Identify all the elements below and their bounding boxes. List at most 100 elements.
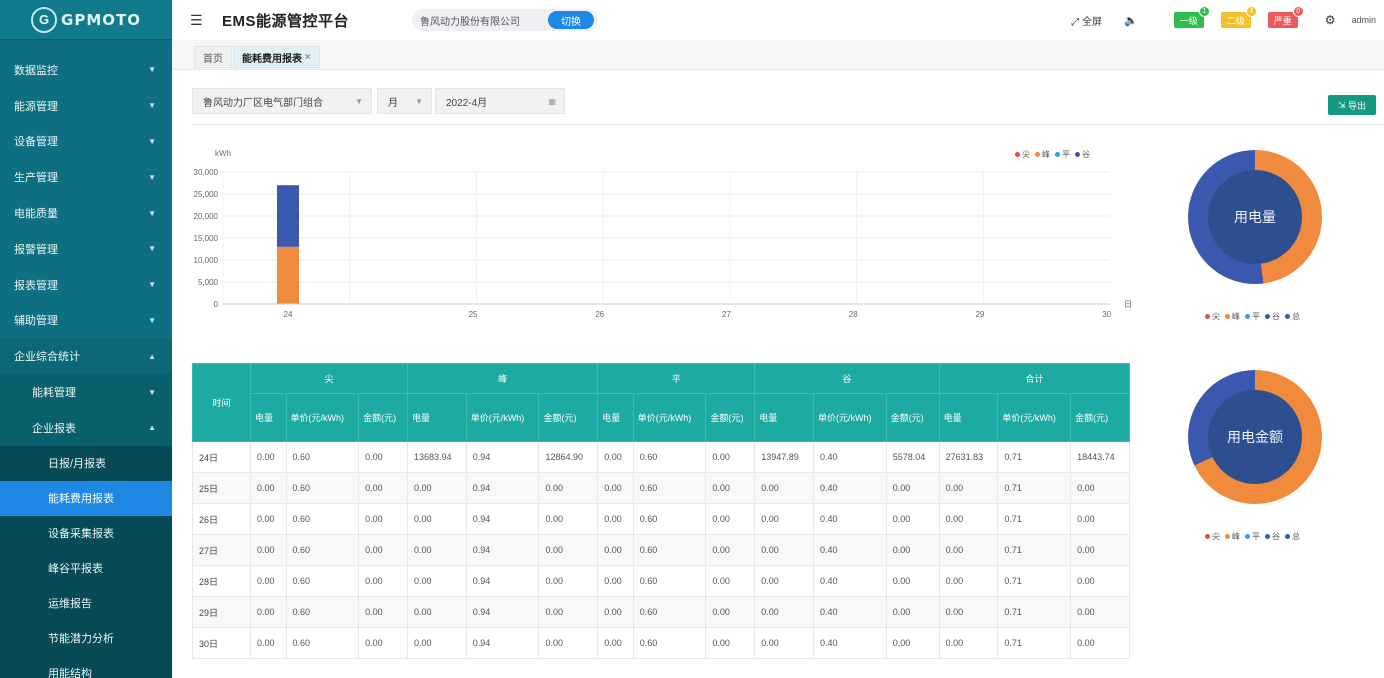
close-icon[interactable]: × <box>304 51 311 63</box>
bar-segment[interactable] <box>277 185 299 247</box>
table-cell: 0.60 <box>632 472 707 504</box>
sidebar-item[interactable]: 辅助管理 ▼ <box>14 315 156 328</box>
table-cell: 0.71 <box>997 565 1072 597</box>
table-cell: 0.00 <box>358 503 408 535</box>
speaker-icon[interactable]: 🔈 <box>1124 14 1138 27</box>
sidebar-subitem[interactable]: 企业报表 ▲ <box>32 422 156 435</box>
chevron-icon: ▼ <box>148 244 156 254</box>
table-cell: 0.00 <box>938 503 999 535</box>
row-date-cell: 29日 <box>192 596 251 628</box>
user-name[interactable]: admin <box>1351 15 1376 25</box>
switch-button[interactable]: 切换 <box>548 11 594 29</box>
sub-header: 金额(元) <box>1070 393 1130 442</box>
sidebar-item[interactable]: 生产管理 ▼ <box>14 172 156 185</box>
logo[interactable]: G GPMOTO <box>0 0 172 40</box>
legend-label: 尖 <box>1022 150 1030 159</box>
sub-header: 金额(元) <box>705 393 756 442</box>
table-cell: 0.00 <box>705 534 756 566</box>
date-picker[interactable]: 2022-4月 ▦ <box>435 88 565 114</box>
sidebar-item[interactable]: 企业综合统计 ▲ <box>0 338 172 375</box>
table-row: 30日 0.00 0.60 0.00 0.00 0.94 0.00 0.00 0.60 0.00 0… <box>192 627 1130 659</box>
legend-dot <box>1225 534 1230 539</box>
company-switcher[interactable]: 鲁风动力股份有限公司 切换 <box>412 9 598 31</box>
table-cell: 0.00 <box>597 441 634 473</box>
table-cell: 0.40 <box>813 627 887 659</box>
alarm-level2-button[interactable]: 二级 4 <box>1220 6 1257 28</box>
table-cell: 0.00 <box>250 441 287 473</box>
sidebar-item[interactable]: 能源管理 ▼ <box>14 100 156 113</box>
table-cell: 0.40 <box>813 596 887 628</box>
y-axis-unit: kWh <box>215 149 231 158</box>
table-cell: 0.00 <box>407 534 467 566</box>
table-cell: 0.00 <box>407 565 467 597</box>
group-header: 峰 <box>406 363 599 394</box>
tab-energy-cost-report-label: 能耗费用报表 <box>242 53 302 65</box>
table-cell: 0.00 <box>358 441 408 473</box>
settings-icon[interactable]: ⚙ <box>1324 13 1336 27</box>
table-cell: 0.00 <box>597 472 634 504</box>
y-tick-label: 25,000 <box>194 190 219 199</box>
report-table: 时间尖峰平谷合计 电量 单价(元/kWh) 金额(元) 电量 单价(元/kWh) 金额(元… <box>192 363 1131 659</box>
sidebar-report-item[interactable]: 用能结构 <box>48 668 92 678</box>
table-cell: 0.94 <box>465 596 540 628</box>
table-cell: 0.60 <box>632 596 707 628</box>
table-cell: 0.00 <box>538 503 599 535</box>
table-cell: 0.00 <box>705 565 756 597</box>
fullscreen-button[interactable]: ⤢ 全屏 <box>1071 13 1102 28</box>
legend-label: 峰 <box>1042 150 1050 159</box>
legend-label: 尖 <box>1212 532 1220 541</box>
sidebar-report-item[interactable]: 设备采集报表 <box>48 528 114 541</box>
fullscreen-icon: ⤢ <box>1071 16 1080 28</box>
legend-dot <box>1265 314 1270 319</box>
sidebar-item[interactable]: 电能质量 ▼ <box>14 208 156 221</box>
table-cell: 0.60 <box>285 534 360 566</box>
dept-select[interactable]: 鲁风动力厂区电气部门组合 ▼ <box>192 88 372 114</box>
table-cell: 0.00 <box>407 503 467 535</box>
table-cell: 0.40 <box>813 503 887 535</box>
alarm-level1-button[interactable]: 一级 1 <box>1173 6 1210 28</box>
chevron-icon: ▼ <box>148 280 156 290</box>
table-cell: 0.71 <box>997 472 1072 504</box>
period-select[interactable]: 月 ▼ <box>377 88 432 114</box>
legend-dot <box>1225 314 1230 319</box>
sidebar-item[interactable]: 报警管理 ▼ <box>14 243 156 256</box>
sidebar-item[interactable]: 报表管理 ▼ <box>14 279 156 292</box>
table-cell: 0.60 <box>285 472 360 504</box>
group-header: 谷 <box>754 363 940 394</box>
logo-icon: G <box>31 6 58 33</box>
table-cell: 0.00 <box>938 565 999 597</box>
table-cell: 0.60 <box>632 565 707 597</box>
tab-home[interactable]: 首页 <box>194 46 232 68</box>
sidebar-report-item[interactable]: 能耗费用报表 <box>0 480 172 516</box>
top-header: ☰ EMS能源管控平台 鲁风动力股份有限公司 切换 ⤢ 全屏 🔈 一级 1 二级 4… <box>172 0 1384 40</box>
chevron-down-icon: ▼ <box>415 96 423 106</box>
sub-header: 金额(元) <box>885 393 940 442</box>
sidebar-subitem[interactable]: 能耗管理 ▼ <box>32 387 156 400</box>
table-cell: 13947.89 <box>754 441 815 473</box>
sidebar-report-item[interactable]: 节能潜力分析 <box>48 633 114 646</box>
fullscreen-label: 全屏 <box>1082 16 1103 28</box>
sidebar-report-item[interactable]: 运维报告 <box>48 598 92 611</box>
sidebar-item[interactable]: 数据监控 ▼ <box>14 64 156 77</box>
divider <box>192 124 1384 125</box>
sub-header: 单价(元/kWh) <box>997 393 1072 442</box>
legend-label: 谷 <box>1272 532 1280 541</box>
sidebar-item[interactable]: 设备管理 ▼ <box>14 136 156 149</box>
table-cell: 27631.83 <box>938 441 999 473</box>
legend-label: 平 <box>1062 150 1070 159</box>
bar-segment[interactable] <box>277 246 299 304</box>
table-cell: 0.71 <box>997 627 1072 659</box>
alarm-severe-button[interactable]: 严重 0 <box>1267 6 1304 28</box>
sidebar-report-item[interactable]: 日报/月报表 <box>48 458 107 471</box>
tab-energy-cost-report[interactable]: 能耗费用报表 × <box>233 46 320 68</box>
menu-toggle-icon[interactable]: ☰ <box>190 11 203 28</box>
sidebar-report-item[interactable]: 峰谷平报表 <box>48 563 103 576</box>
table-cell: 0.60 <box>285 565 360 597</box>
export-button[interactable]: ⇲ 导出 <box>1328 95 1376 115</box>
legend-label: 峰 <box>1232 312 1240 321</box>
sidebar: G GPMOTO 数据监控 ▼ 能源管理 ▼ 设备管理 ▼ 生产管理 ▼ 电能质量 ▼ 报警管理 ▼ 报… <box>0 0 172 678</box>
table-row: 28日 0.00 0.60 0.00 0.00 0.94 0.00 0.00 0.60 0.00 0… <box>192 565 1130 597</box>
x-tick-label: 29 <box>975 310 984 319</box>
chevron-icon: ▼ <box>148 101 156 111</box>
alarm-level1-label: 一级 <box>1179 15 1198 26</box>
